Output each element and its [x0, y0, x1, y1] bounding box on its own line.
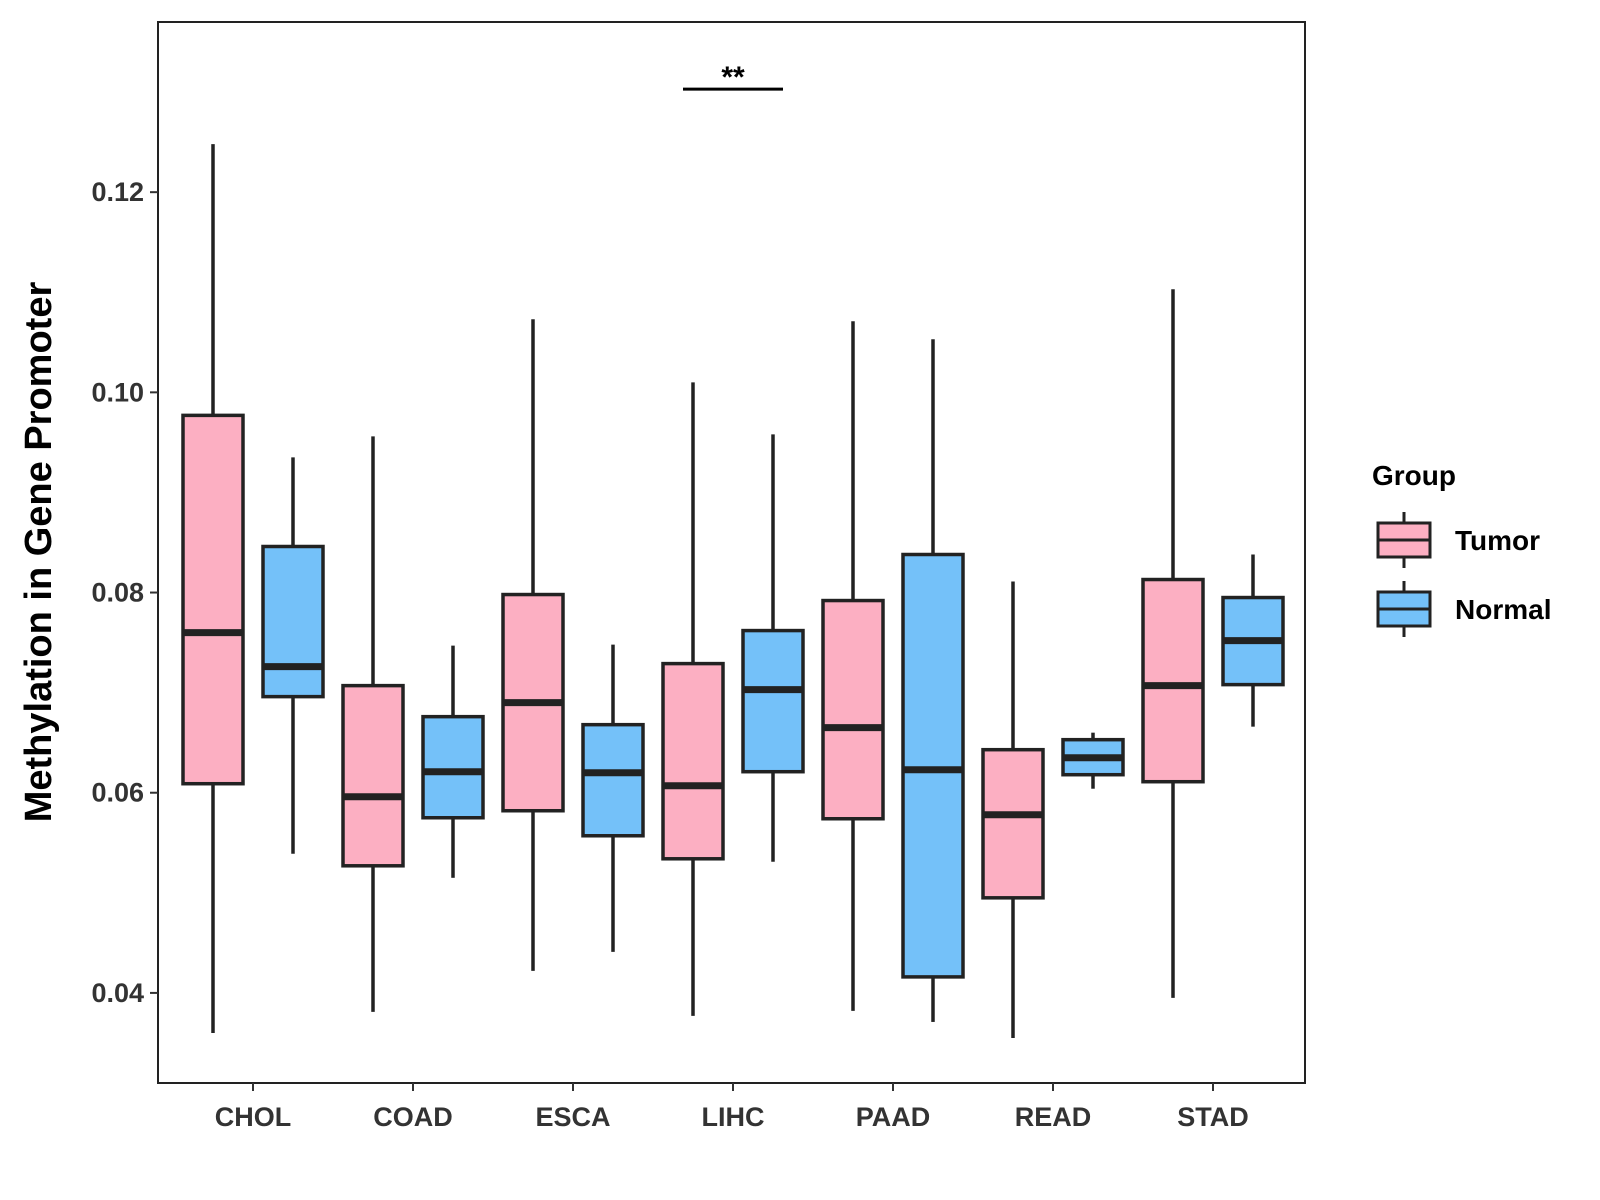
x-tick-label-paad: PAAD — [856, 1102, 931, 1132]
box-tumor-coad — [341, 436, 405, 1012]
y-axis-title: Methylation in Gene Promoter — [18, 282, 60, 823]
box-normal-stad — [1221, 554, 1285, 727]
box-tumor-read — [981, 581, 1045, 1038]
x-tick-label-lihc: LIHC — [702, 1102, 765, 1132]
box-iqr — [741, 628, 805, 774]
box-iqr — [821, 598, 885, 821]
x-tick-label-chol: CHOL — [215, 1102, 292, 1132]
box-normal-chol — [261, 457, 325, 854]
box-iqr — [981, 747, 1045, 900]
box-iqr — [421, 714, 485, 820]
plot-panel-border — [157, 21, 1306, 1084]
legend-title: Group — [1372, 460, 1456, 491]
box-normal-read — [1061, 732, 1125, 789]
x-tick-label-read: READ — [1015, 1102, 1092, 1132]
box-iqr — [661, 661, 725, 861]
legend-key-normal — [1376, 581, 1432, 637]
y-tick-label: 0.04 — [91, 978, 144, 1008]
x-tick-label-coad: COAD — [373, 1102, 453, 1132]
box-iqr — [261, 544, 325, 699]
legend-label-normal: Normal — [1455, 594, 1551, 625]
box-iqr — [181, 413, 245, 786]
boxes-layer — [181, 144, 1285, 1038]
box-normal-lihc — [741, 434, 805, 862]
y-tick-label: 0.10 — [91, 377, 144, 407]
box-tumor-stad — [1141, 289, 1205, 998]
x-tick-label-stad: STAD — [1177, 1102, 1249, 1132]
y-axis: 0.04 0.06 0.08 0.10 0.12 — [91, 177, 158, 1008]
x-axis: CHOL COAD ESCA LIHC PAAD READ STAD — [215, 1083, 1249, 1132]
significance-label: ** — [721, 61, 745, 94]
y-tick-label: 0.12 — [91, 177, 144, 207]
y-tick-label: 0.06 — [91, 778, 144, 808]
box-normal-coad — [421, 645, 485, 878]
box-normal-esca — [581, 644, 645, 952]
box-tumor-esca — [501, 319, 565, 971]
box-iqr — [581, 722, 645, 838]
x-tick-label-esca: ESCA — [535, 1102, 610, 1132]
legend-label-tumor: Tumor — [1455, 525, 1540, 556]
box-tumor-paad — [821, 321, 885, 1011]
box-iqr — [1141, 577, 1205, 784]
y-tick-label: 0.08 — [91, 578, 144, 608]
annotation-layer: ** — [683, 61, 783, 94]
box-tumor-chol — [181, 144, 245, 1033]
legend: Group Tumor Normal — [1372, 460, 1551, 637]
box-normal-paad — [901, 339, 965, 1022]
box-tumor-lihc — [661, 382, 725, 1016]
legend-key-tumor — [1376, 512, 1432, 568]
box-iqr — [341, 683, 405, 868]
box-iqr — [901, 552, 965, 979]
